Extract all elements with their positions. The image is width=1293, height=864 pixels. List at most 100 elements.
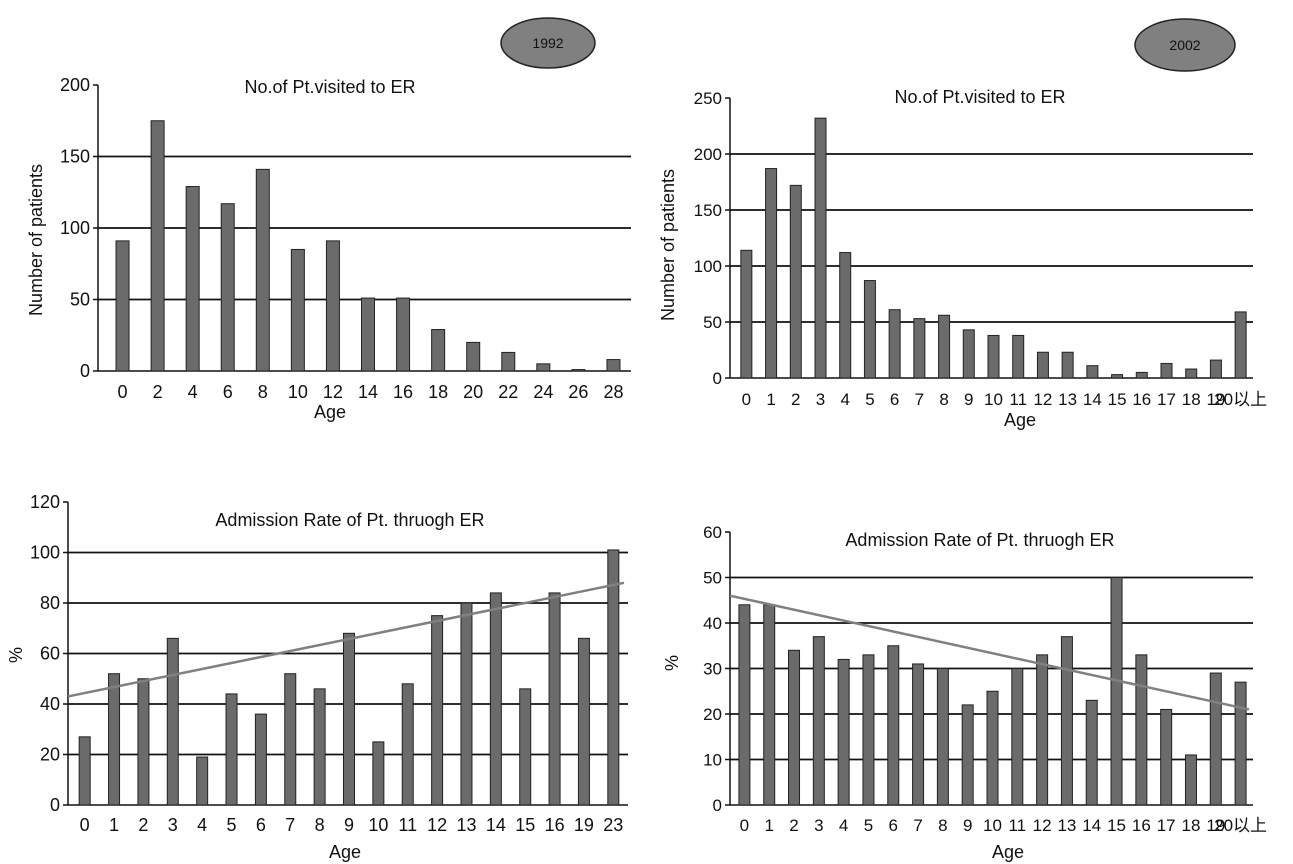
y-tick-label: 50 <box>70 290 90 310</box>
x-tick-label: 8 <box>939 390 948 409</box>
x-tick-label: 9 <box>964 390 973 409</box>
bar <box>1085 699 1098 806</box>
x-tick-label: 14 <box>1082 816 1101 835</box>
bar <box>571 369 586 372</box>
x-tick-label: 11 <box>1008 816 1026 835</box>
y-tick-label: 0 <box>713 369 722 388</box>
x-tick-label: 4 <box>197 815 207 835</box>
bar <box>862 654 875 806</box>
x-tick-label: 28 <box>603 382 623 402</box>
chart-title: Admission Rate of Pt. thruogh ER <box>845 530 1114 550</box>
bar <box>220 203 235 372</box>
bar <box>577 637 590 806</box>
x-tick-label: 22 <box>498 382 518 402</box>
bar <box>1135 371 1148 379</box>
bar <box>888 309 901 379</box>
y-tick-label: 30 <box>703 660 722 679</box>
x-tick-label: 7 <box>915 390 924 409</box>
y-tick-label: 20 <box>40 745 60 765</box>
y-tick-label: 0 <box>80 361 90 381</box>
bar <box>606 359 621 372</box>
bar <box>501 351 516 372</box>
bar <box>396 297 411 372</box>
x-tick-label: 7 <box>285 815 295 835</box>
bar <box>313 688 326 806</box>
x-tick-label: 1 <box>764 816 773 835</box>
bar <box>962 329 975 379</box>
bar <box>789 184 802 379</box>
bar <box>1111 374 1124 379</box>
bar <box>150 120 165 372</box>
x-tick-label: 2 <box>791 390 800 409</box>
bar <box>1060 636 1073 806</box>
x-tick-label: 12 <box>323 382 343 402</box>
x-tick-label: 16 <box>393 382 413 402</box>
y-tick-label: 50 <box>703 313 722 332</box>
y-tick-label: 200 <box>60 75 90 95</box>
bar <box>936 668 949 806</box>
bar <box>812 636 825 806</box>
x-tick-label: 0 <box>118 382 128 402</box>
bar <box>166 637 179 806</box>
x-tick-label: 12 <box>1033 390 1052 409</box>
x-tick-label: 20 <box>463 382 483 402</box>
bar <box>863 280 876 379</box>
bar <box>1160 708 1173 806</box>
x-tick-label: 15 <box>1108 390 1127 409</box>
x-tick-label: 15 <box>515 815 535 835</box>
chart-title: No.of Pt.visited to ER <box>244 77 415 97</box>
x-tick-label: 10 <box>288 382 308 402</box>
x-tick-label: 24 <box>533 382 553 402</box>
y-tick-label: 60 <box>40 644 60 664</box>
y-tick-label: 40 <box>703 614 722 633</box>
x-tick-label: 12 <box>427 815 447 835</box>
bar <box>1234 311 1247 379</box>
y-tick-label: 100 <box>694 257 722 276</box>
x-axis-title: Age <box>1004 410 1036 430</box>
x-tick-label: 16 <box>545 815 565 835</box>
x-tick-label: 2 <box>138 815 148 835</box>
bar <box>108 673 121 806</box>
x-axis-title: Age <box>314 402 346 422</box>
bar <box>765 168 778 379</box>
x-tick-label: 17 <box>1157 390 1176 409</box>
badge-ellipse-1992 <box>500 17 596 69</box>
x-tick-label: 19 <box>1206 816 1225 835</box>
x-tick-label: 8 <box>315 815 325 835</box>
bar <box>1011 668 1024 806</box>
y-tick-label: 200 <box>694 145 722 164</box>
x-tick-label: 0 <box>742 390 751 409</box>
bar <box>519 688 532 806</box>
x-tick-label: 9 <box>963 816 972 835</box>
x-tick-label: 26 <box>568 382 588 402</box>
bar <box>1160 362 1173 379</box>
bar <box>1086 365 1099 379</box>
x-tick-label: 19 <box>1206 390 1225 409</box>
bar <box>961 704 974 806</box>
x-tick-label: 12 <box>1033 816 1052 835</box>
bar <box>361 297 375 372</box>
bar <box>225 693 238 806</box>
bar <box>431 615 444 806</box>
x-tick-label: 3 <box>168 815 178 835</box>
y-tick-label: 40 <box>40 694 60 714</box>
bar <box>1209 359 1222 379</box>
y-tick-label: 120 <box>30 492 60 512</box>
bar <box>115 240 130 372</box>
bar <box>1184 754 1197 806</box>
x-tick-label: 8 <box>938 816 947 835</box>
x-tick-label: 23 <box>603 815 623 835</box>
y-tick-label: 10 <box>703 751 722 770</box>
x-tick-label: 5 <box>864 816 873 835</box>
bar <box>1036 351 1049 379</box>
y-tick-label: 100 <box>30 543 60 563</box>
x-tick-label: 11 <box>398 815 417 835</box>
x-tick-label: 4 <box>840 390 849 409</box>
x-tick-label: 20以上 <box>1214 390 1267 409</box>
bar <box>887 645 900 806</box>
y-tick-label: 250 <box>694 89 722 108</box>
bar <box>372 741 385 806</box>
